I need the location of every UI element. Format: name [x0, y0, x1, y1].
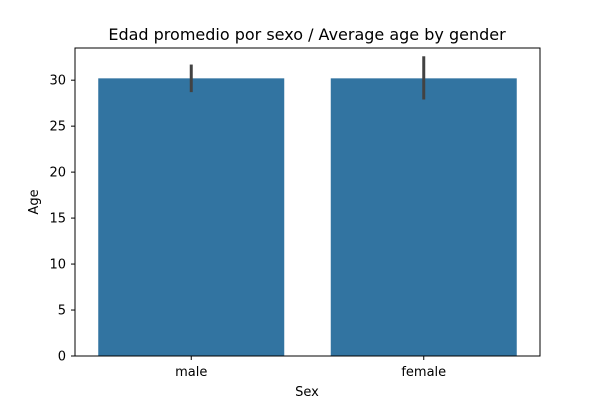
x-axis-ticks: male female	[175, 356, 446, 380]
plot-frame	[74, 47, 541, 357]
chart-title: Edad promedio por sexo / Average age by …	[108, 25, 506, 44]
y-axis-ticks: 0 5 10 15 20 25 30	[49, 74, 75, 365]
x-tick-label: male	[175, 365, 207, 380]
y-tick-label: 10	[49, 258, 66, 273]
y-axis-label: Age	[27, 189, 42, 214]
y-tick-label: 25	[49, 120, 66, 135]
x-axis-label: Sex	[295, 385, 319, 400]
bar-male	[98, 78, 285, 356]
x-tick-label: female	[401, 365, 446, 380]
y-tick-label: 30	[49, 74, 66, 89]
y-tick-label: 15	[49, 212, 66, 227]
y-tick-label: 5	[58, 304, 66, 319]
bar-female	[330, 78, 517, 356]
y-tick-label: 0	[58, 350, 66, 365]
y-tick-label: 20	[49, 166, 66, 181]
plot-area	[74, 47, 541, 357]
